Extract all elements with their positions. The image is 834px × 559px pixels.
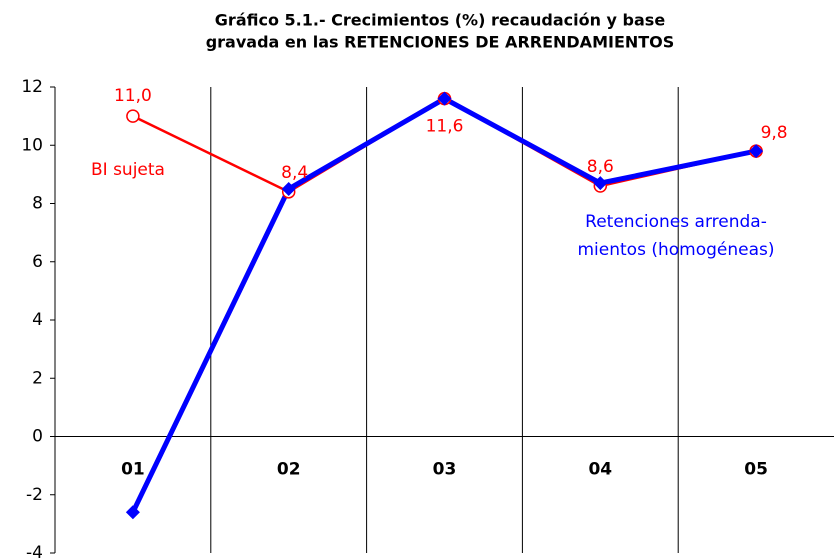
data-label: 8,4	[281, 163, 308, 183]
data-label: 11,0	[114, 86, 152, 106]
point	[593, 176, 608, 191]
y-tick-label: 0	[32, 427, 43, 447]
x-tick-label: 01	[121, 460, 145, 480]
x-tick-label: 03	[433, 460, 457, 480]
point	[125, 505, 140, 520]
legend-label: Retenciones arrenda-mientos (homogéneas)	[577, 212, 774, 260]
y-tick-label: 10	[21, 135, 43, 155]
x-tick-label: 04	[588, 460, 612, 480]
legend-label: BI sujeta	[91, 160, 165, 180]
y-tick-label: 8	[32, 194, 43, 214]
data-label: 11,6	[426, 117, 464, 137]
series-line	[132, 97, 757, 194]
data-label: 9,8	[761, 123, 788, 143]
x-tick-label: 02	[277, 460, 301, 480]
point	[281, 181, 296, 196]
y-tick-label: 2	[32, 368, 43, 388]
x-tick-label: 05	[744, 460, 768, 480]
y-tick-label: -2	[26, 485, 43, 505]
chart-title: gravada en las RETENCIONES DE ARRENDAMIE…	[206, 33, 675, 52]
y-tick-label: 6	[32, 252, 43, 272]
point	[749, 144, 764, 159]
point	[126, 109, 140, 123]
point	[437, 91, 452, 106]
y-tick-label: 12	[21, 77, 43, 97]
data-label: 8,6	[587, 157, 614, 177]
y-tick-label: -4	[26, 543, 43, 559]
chart-title: Gráfico 5.1.- Crecimientos (%) recaudaci…	[215, 11, 666, 30]
y-tick-label: 4	[32, 310, 43, 330]
